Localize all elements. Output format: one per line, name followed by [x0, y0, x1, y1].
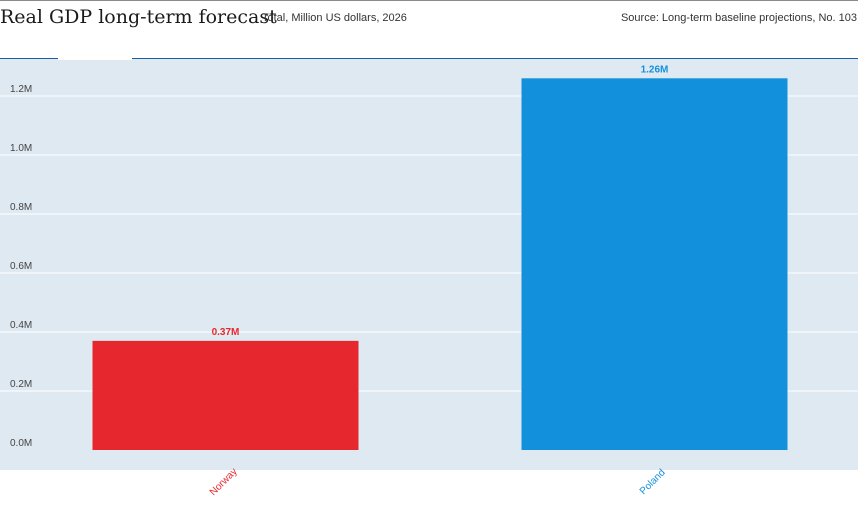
chart-title: Real GDP long-term forecast [0, 6, 277, 28]
y-tick-label: 1.2M [10, 84, 32, 95]
bar [92, 340, 359, 450]
bar-value-label: 0.37M [212, 327, 240, 338]
top-rule [0, 0, 858, 1]
chart-subtitle: Total, Million US dollars, 2026 [262, 12, 407, 24]
chart-header: Real GDP long-term forecast Total, Milli… [0, 0, 858, 58]
header-divider [0, 58, 858, 59]
y-tick-label: 0.6M [10, 261, 32, 272]
category-label: Poland [638, 467, 668, 497]
bar-value-label: 1.26M [641, 64, 669, 75]
y-tick-label: 0.4M [10, 320, 32, 331]
header-tab-gap [58, 57, 132, 60]
y-tick-label: 0.0M [10, 438, 32, 449]
category-label: Norway [208, 466, 240, 498]
bar [521, 78, 788, 451]
y-tick-label: 1.0M [10, 143, 32, 154]
chart-source: Source: Long-term baseline projections, … [620, 12, 857, 24]
y-tick-label: 0.8M [10, 202, 32, 213]
y-tick-label: 0.2M [10, 379, 32, 390]
